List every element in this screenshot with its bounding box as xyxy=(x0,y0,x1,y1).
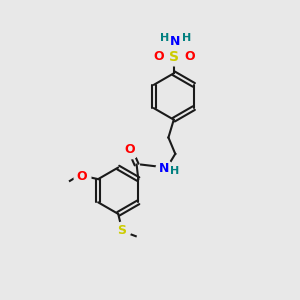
Text: O: O xyxy=(76,170,87,183)
Text: S: S xyxy=(117,224,126,237)
Text: S: S xyxy=(169,50,179,64)
Text: O: O xyxy=(184,50,194,64)
Text: H: H xyxy=(160,33,169,43)
Text: N: N xyxy=(159,162,169,175)
Text: H: H xyxy=(182,33,191,43)
Text: O: O xyxy=(125,143,135,156)
Text: O: O xyxy=(153,50,164,64)
Text: H: H xyxy=(170,166,179,176)
Text: N: N xyxy=(170,35,181,48)
